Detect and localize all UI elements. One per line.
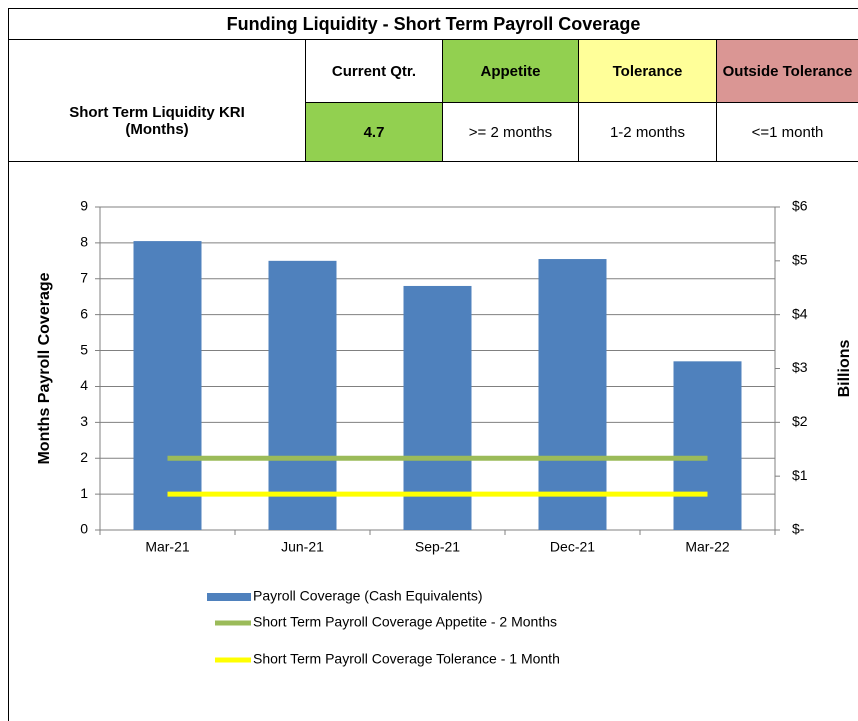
kri-value: >= 2 months	[443, 103, 579, 162]
y-tick-label: 2	[80, 449, 88, 465]
x-tick-label: Sep-21	[415, 539, 460, 555]
y2-tick-label: $5	[792, 252, 808, 268]
bar	[538, 259, 607, 530]
x-tick-label: Mar-21	[145, 539, 190, 555]
y2-tick-label: $-	[792, 521, 805, 537]
frame-top	[8, 8, 858, 9]
kri-value: 4.7	[306, 103, 443, 162]
legend-label: Payroll Coverage (Cash Equivalents)	[253, 588, 483, 604]
bar	[133, 241, 202, 530]
legend-label: Short Term Payroll Coverage Appetite - 2…	[253, 614, 557, 630]
y-axis-title: Months Payroll Coverage	[36, 272, 53, 464]
y2-tick-label: $1	[792, 467, 808, 483]
legend-label: Short Term Payroll Coverage Tolerance - …	[253, 651, 560, 667]
bar	[673, 361, 742, 530]
y-tick-label: 0	[80, 521, 88, 537]
kri-label: Short Term Liquidity KRI (Months)	[9, 40, 306, 162]
x-tick-label: Dec-21	[550, 539, 595, 555]
dashboard-title: Funding Liquidity - Short Term Payroll C…	[9, 9, 858, 40]
bar	[268, 260, 337, 530]
kri-header: Outside Tolerance	[717, 40, 858, 103]
y-tick-label: 4	[80, 377, 88, 393]
y-tick-label: 5	[80, 341, 88, 357]
kri-header: Tolerance	[579, 40, 717, 103]
y-tick-label: 9	[80, 198, 88, 214]
y-tick-label: 1	[80, 485, 88, 501]
y-tick-label: 8	[80, 234, 88, 250]
legend-swatch	[207, 593, 251, 601]
kri-value: 1-2 months	[579, 103, 717, 162]
kri-value: <=1 month	[717, 103, 858, 162]
x-tick-label: Jun-21	[281, 539, 324, 555]
kri-header: Appetite	[443, 40, 579, 103]
y-tick-label: 3	[80, 413, 88, 429]
x-tick-label: Mar-22	[685, 539, 730, 555]
y2-tick-label: $3	[792, 359, 808, 375]
y2-tick-label: $6	[792, 198, 808, 214]
y-tick-label: 6	[80, 305, 88, 321]
y2-tick-label: $2	[792, 413, 808, 429]
y2-axis-title: Billions	[836, 340, 853, 398]
y2-tick-label: $4	[792, 305, 808, 321]
y-tick-label: 7	[80, 269, 88, 285]
bar	[403, 285, 472, 530]
kri-header: Current Qtr.	[306, 40, 443, 103]
frame-left	[8, 8, 9, 721]
